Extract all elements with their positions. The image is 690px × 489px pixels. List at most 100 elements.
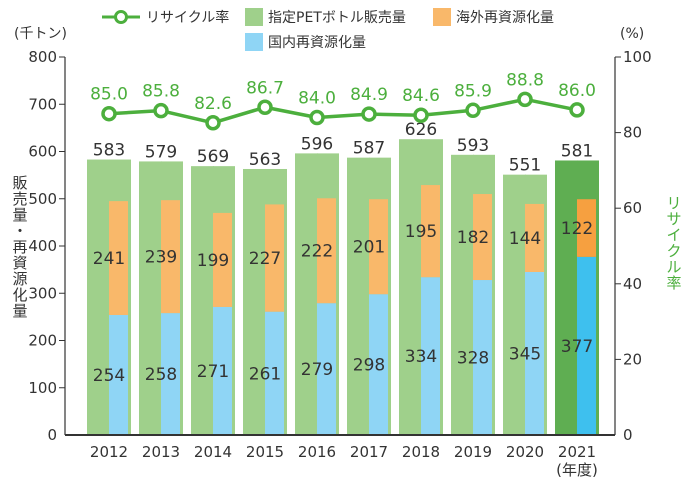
- bar-domestic: [525, 271, 544, 435]
- bar-overseas: [473, 194, 492, 281]
- label-sales: 596: [301, 134, 333, 154]
- bar-domestic: [265, 311, 284, 435]
- right-tick-label: 80: [623, 124, 642, 142]
- rate-label: 85.0: [90, 85, 128, 105]
- label-domestic: 261: [249, 364, 281, 384]
- x-tick-label: 2013: [142, 443, 180, 461]
- bar-sales: [451, 154, 474, 435]
- rate-line: [108, 97, 578, 125]
- label-sales: 569: [197, 147, 229, 167]
- rate-label: 85.9: [454, 81, 492, 101]
- label-overseas: 199: [197, 251, 229, 271]
- right-tick-label: 100: [623, 48, 652, 66]
- label-sales: 593: [457, 136, 489, 156]
- rate-label: 84.0: [298, 88, 336, 108]
- right-tick-label: 40: [623, 275, 642, 293]
- label-sales: 563: [249, 150, 281, 170]
- bar-overseas: [213, 212, 232, 307]
- left-tick-label: 600: [28, 143, 57, 161]
- label-domestic: 271: [197, 362, 229, 382]
- rate-point: [517, 91, 533, 108]
- bar-overseas: [265, 204, 284, 312]
- rate-point: [101, 105, 117, 122]
- bar-sales: [399, 139, 422, 435]
- left-tick-label: 0: [47, 426, 57, 444]
- bar-overseas: [577, 199, 596, 257]
- x-tick-label: 2012: [90, 443, 128, 461]
- right-tick-label: 60: [623, 199, 642, 217]
- rate-point: [205, 115, 221, 131]
- legend-label-recycling-rate: リサイクル率: [146, 9, 229, 26]
- bar-overseas: [369, 199, 388, 295]
- left-tick-label: 300: [28, 284, 57, 302]
- bar-sales: [87, 159, 110, 435]
- label-overseas: 182: [457, 228, 489, 248]
- legend-label-overseas: 海外再資源化量: [456, 10, 554, 26]
- bar-sales: [555, 160, 578, 436]
- label-sales: 579: [145, 142, 177, 162]
- rate-label: 84.9: [350, 85, 388, 105]
- rate-label: 88.8: [506, 70, 544, 90]
- x-tick-label: 2021: [558, 443, 596, 461]
- rate-label: 86.7: [246, 78, 284, 98]
- label-overseas: 241: [93, 249, 125, 269]
- right-axis-unit: (%): [620, 26, 644, 42]
- label-sales: 626: [405, 120, 437, 140]
- bar-domestic: [369, 294, 388, 435]
- bar-overseas: [525, 203, 544, 272]
- bar-sales: [347, 157, 370, 435]
- rate-point: [361, 106, 377, 122]
- label-sales: 587: [353, 139, 385, 159]
- bar-sales: [191, 166, 214, 435]
- bar-domestic: [213, 306, 232, 435]
- right-tick-label: 0: [623, 426, 633, 444]
- label-overseas: 144: [509, 229, 541, 249]
- bar-domestic: [577, 256, 596, 435]
- label-domestic: 254: [93, 366, 125, 386]
- rate-point: [309, 109, 325, 126]
- x-tick-label: 2017: [350, 443, 388, 461]
- label-domestic: 258: [145, 365, 177, 385]
- bar-sales: [295, 153, 318, 435]
- label-domestic: 377: [561, 337, 593, 357]
- label-sales: 583: [93, 141, 125, 161]
- bar-overseas: [317, 198, 336, 304]
- rate-point: [569, 102, 585, 118]
- label-domestic: 345: [509, 344, 541, 364]
- legend-swatch-overseas: [433, 8, 451, 26]
- label-domestic: 298: [353, 356, 385, 376]
- bar-overseas: [109, 201, 128, 315]
- left-tick-label: 800: [28, 48, 57, 66]
- bar-domestic: [421, 277, 440, 435]
- left-tick-label: 400: [28, 237, 57, 255]
- label-domestic: 334: [405, 347, 437, 367]
- x-tick-label: 2016: [298, 443, 336, 461]
- label-sales: 551: [509, 156, 541, 176]
- label-overseas: 222: [301, 242, 333, 262]
- x-tick-label: 2014: [194, 443, 232, 461]
- bar-domestic: [473, 280, 492, 435]
- label-overseas: 201: [353, 238, 385, 258]
- right-axis-title: リサイクル率: [666, 194, 681, 292]
- bar-overseas: [421, 185, 440, 278]
- label-domestic: 328: [457, 349, 489, 369]
- rate-point: [465, 102, 481, 119]
- rate-point: [153, 102, 169, 119]
- left-axis-title: 販売量・再資源化量: [12, 174, 27, 320]
- bar-sales: [503, 174, 526, 435]
- bar-sales: [243, 168, 266, 436]
- label-sales: 581: [561, 141, 593, 161]
- legend-label-sales: 指定PETボトル販売量: [268, 10, 406, 26]
- rate-point: [257, 99, 273, 116]
- x-tick-label: 2019: [454, 443, 492, 461]
- bar-domestic: [109, 314, 128, 435]
- bar-overseas: [161, 200, 180, 314]
- bar-domestic: [161, 313, 180, 435]
- label-overseas: 122: [561, 219, 593, 239]
- left-tick-label: 500: [28, 190, 57, 208]
- x-tick-label: 2020: [506, 443, 544, 461]
- rate-point: [413, 107, 429, 123]
- label-overseas: 239: [145, 248, 177, 268]
- bar-sales: [139, 161, 162, 436]
